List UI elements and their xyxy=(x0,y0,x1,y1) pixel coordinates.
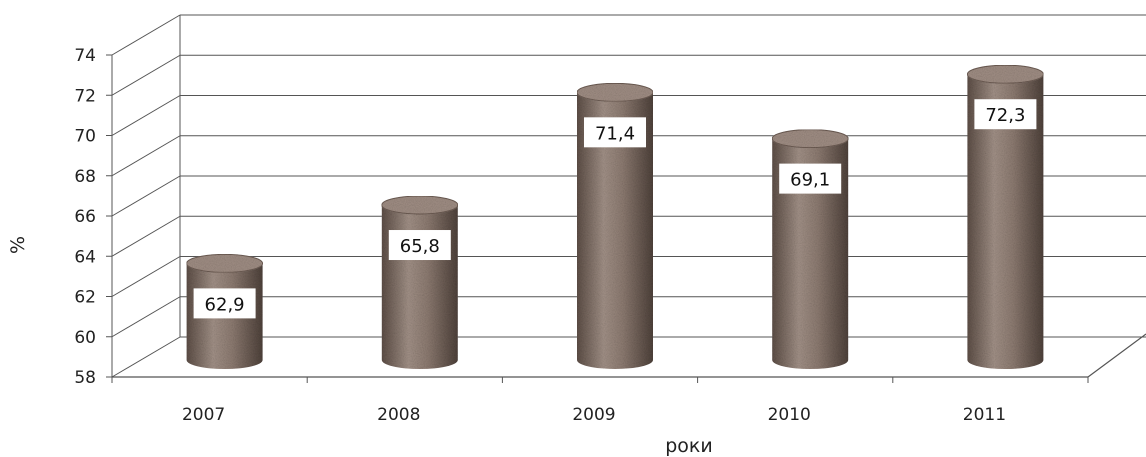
y-tick-label: 68 xyxy=(74,167,96,187)
data-label-box xyxy=(779,163,842,194)
x-axis-label: роки xyxy=(665,435,713,457)
y-tick-label: 74 xyxy=(74,46,96,66)
data-label-box xyxy=(974,99,1037,130)
gridline-side xyxy=(111,14,181,56)
x-tick-label: 2009 xyxy=(572,405,615,425)
bar: 65,8 xyxy=(381,195,459,369)
data-label-box xyxy=(193,288,256,319)
gridline-side xyxy=(111,215,181,257)
y-tick-label: 60 xyxy=(74,328,96,348)
data-label: 72,3 xyxy=(985,105,1025,126)
y-tick-label: 70 xyxy=(74,127,96,147)
data-label-box xyxy=(388,230,451,261)
bar-body xyxy=(772,138,849,369)
y-tick-label: 58 xyxy=(74,368,96,388)
bar-body xyxy=(381,205,458,369)
gridline-side xyxy=(111,95,181,136)
gridline-side xyxy=(111,256,181,297)
x-tick-label: 2010 xyxy=(768,405,811,425)
y-axis-label: % xyxy=(7,236,29,254)
gridline-side xyxy=(111,336,181,378)
floor-edge xyxy=(1087,333,1146,378)
data-label: 71,4 xyxy=(595,123,635,144)
bar-body xyxy=(577,92,653,369)
bar-top xyxy=(381,195,459,215)
gridline-side xyxy=(111,135,181,177)
data-label: 69,1 xyxy=(790,170,830,191)
x-tick-label: 2007 xyxy=(182,405,225,425)
bar-top xyxy=(576,82,654,102)
data-label-box xyxy=(584,117,646,148)
bars: 62,9 65,8 71,4 69,1 72,3 xyxy=(186,64,1044,370)
y-tick-label: 66 xyxy=(74,207,96,227)
data-label: 62,9 xyxy=(205,294,245,315)
y-tick-label: 64 xyxy=(74,247,96,267)
bar-top xyxy=(186,253,264,273)
x-tick-label: 2008 xyxy=(377,405,420,425)
bar: 71,4 xyxy=(576,82,654,369)
bar: 69,1 xyxy=(771,129,849,369)
bar: 62,9 xyxy=(186,253,264,369)
y-tick-label: 62 xyxy=(74,288,96,308)
y-axis-ticks: 58 60 62 64 66 68 70 72 74 xyxy=(74,46,96,388)
y-tick-label: 72 xyxy=(74,86,96,106)
gridline-side xyxy=(111,54,181,96)
x-axis-ticks: 2007 2008 2009 2010 2011 xyxy=(182,405,1006,425)
gridline-side xyxy=(111,296,181,338)
gridline-side xyxy=(111,175,181,217)
x-tick-label: 2011 xyxy=(963,405,1006,425)
bar-top xyxy=(966,64,1044,84)
bar-top xyxy=(771,129,849,149)
data-label: 65,8 xyxy=(400,236,440,257)
bar-body xyxy=(967,74,1044,370)
bar: 72,3 xyxy=(966,64,1044,370)
